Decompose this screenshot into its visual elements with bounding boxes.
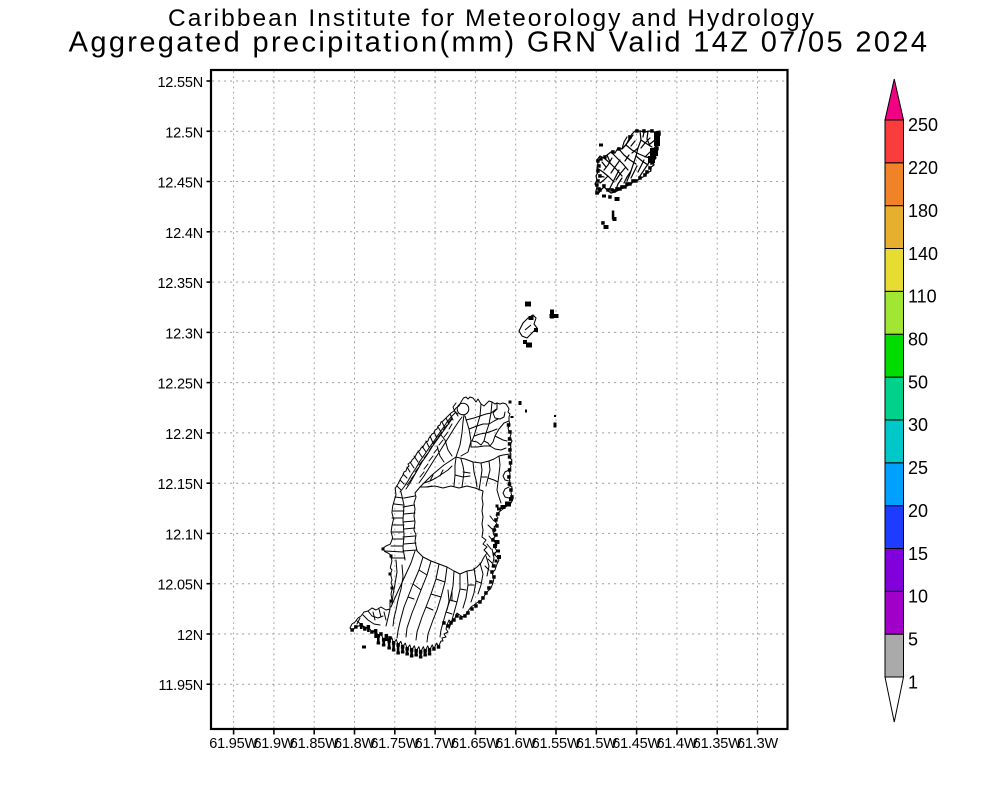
svg-text:1: 1	[908, 672, 918, 692]
svg-text:61.65W: 61.65W	[451, 736, 500, 752]
svg-text:61.5W: 61.5W	[576, 736, 617, 752]
svg-text:220: 220	[908, 158, 938, 178]
svg-text:12.25N: 12.25N	[157, 377, 203, 393]
svg-text:20: 20	[908, 501, 928, 521]
svg-text:61.7W: 61.7W	[415, 736, 456, 752]
svg-text:30: 30	[908, 415, 928, 435]
svg-text:61.3W: 61.3W	[737, 736, 778, 752]
svg-text:140: 140	[908, 244, 938, 264]
svg-text:12.45N: 12.45N	[157, 176, 203, 192]
svg-text:12.15N: 12.15N	[157, 477, 203, 493]
svg-text:180: 180	[908, 201, 938, 221]
svg-text:61.8W: 61.8W	[334, 736, 375, 752]
svg-text:Aggregated precipitation(mm) G: Aggregated precipitation(mm) GRN Valid 1…	[69, 27, 930, 59]
svg-text:12.55N: 12.55N	[157, 75, 203, 91]
svg-text:110: 110	[908, 287, 937, 307]
svg-text:12.2N: 12.2N	[165, 427, 203, 443]
svg-text:61.6W: 61.6W	[495, 736, 536, 752]
svg-text:61.9W: 61.9W	[253, 736, 294, 752]
svg-text:12.5N: 12.5N	[165, 125, 203, 141]
svg-text:61.75W: 61.75W	[370, 736, 419, 752]
svg-text:11.95N: 11.95N	[159, 678, 203, 694]
svg-text:61.35W: 61.35W	[693, 736, 742, 752]
svg-text:61.55W: 61.55W	[532, 736, 581, 752]
svg-text:61.85W: 61.85W	[290, 736, 339, 752]
svg-text:12.1N: 12.1N	[165, 527, 203, 543]
svg-text:61.45W: 61.45W	[612, 736, 661, 752]
svg-text:25: 25	[908, 458, 928, 478]
svg-text:12N: 12N	[177, 628, 203, 644]
svg-text:50: 50	[908, 372, 928, 392]
svg-text:80: 80	[908, 330, 928, 350]
svg-text:12.35N: 12.35N	[157, 276, 203, 292]
svg-text:12.3N: 12.3N	[165, 326, 203, 342]
svg-text:61.4W: 61.4W	[656, 736, 697, 752]
svg-text:5: 5	[908, 629, 918, 649]
svg-text:15: 15	[908, 544, 928, 564]
svg-text:Caribbean Institute for Meteor: Caribbean Institute for Meteorology and …	[168, 5, 816, 32]
svg-text:250: 250	[908, 115, 938, 135]
svg-text:10: 10	[908, 587, 928, 607]
svg-text:61.95W: 61.95W	[209, 736, 258, 752]
svg-text:12.4N: 12.4N	[165, 226, 203, 242]
svg-text:12.05N: 12.05N	[157, 578, 203, 594]
